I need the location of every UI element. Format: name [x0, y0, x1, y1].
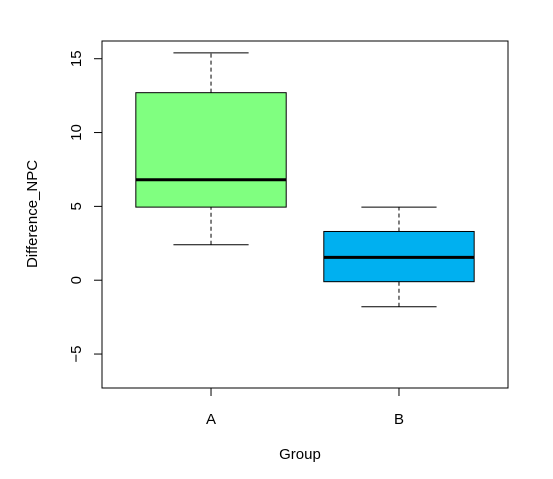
y-tick-label: −5 — [68, 345, 85, 362]
x-tick-label: A — [206, 411, 216, 428]
y-axis-title: Difference_NPC — [24, 160, 41, 268]
x-tick-label: B — [394, 411, 404, 428]
y-tick-label: 0 — [68, 276, 85, 284]
y-tick-label: 15 — [68, 50, 85, 67]
iqr-box — [135, 92, 287, 208]
x-axis-title: Group — [279, 446, 321, 463]
boxes — [135, 52, 475, 308]
y-tick-label: 10 — [68, 124, 85, 141]
y-axis: −5 0 5 10 15 — [68, 50, 103, 363]
box-group-b — [323, 206, 475, 308]
box-group-a — [135, 52, 287, 246]
y-tick-label: 5 — [68, 202, 85, 210]
